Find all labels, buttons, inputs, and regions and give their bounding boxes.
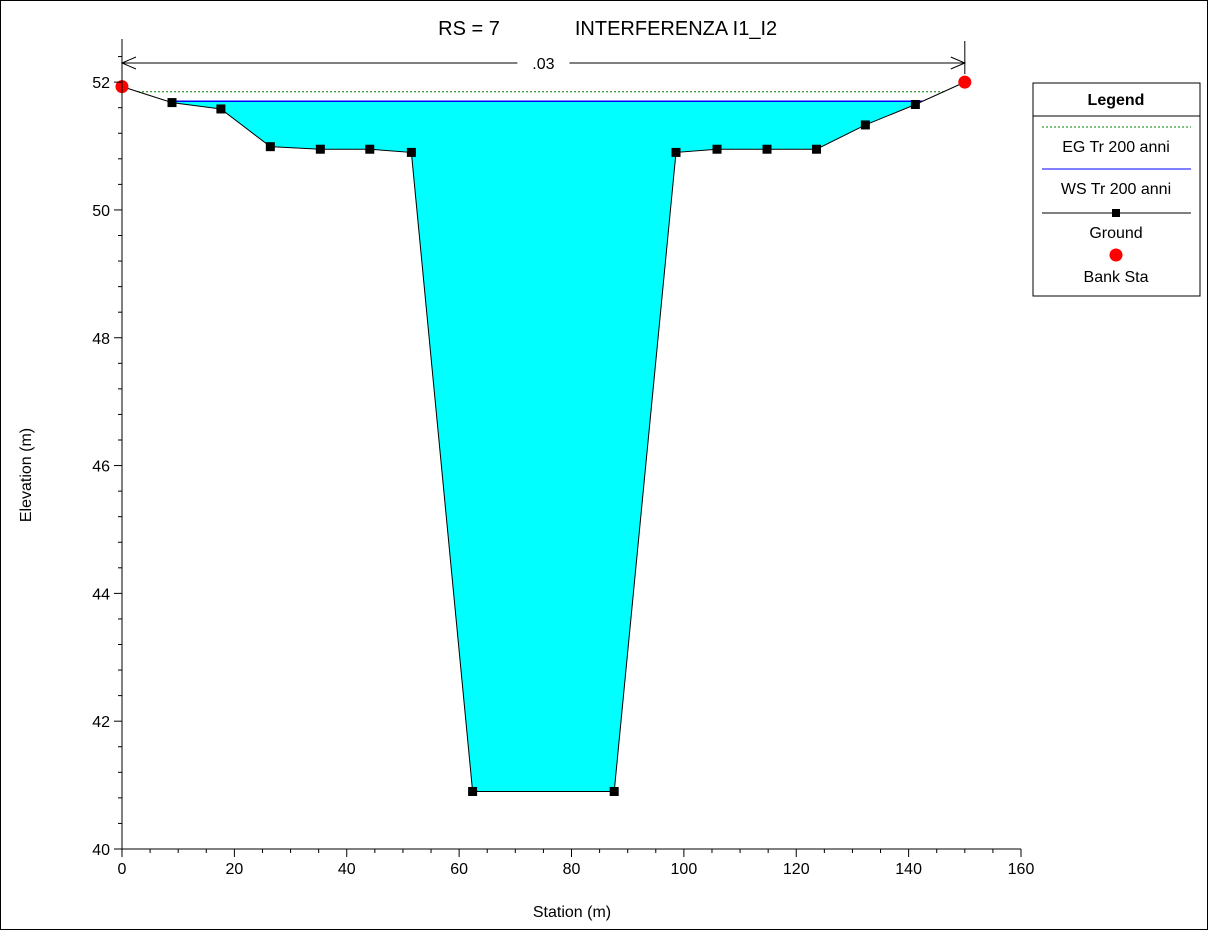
manning-arrow-right bbox=[950, 56, 967, 70]
water-fill bbox=[168, 101, 923, 792]
bank-sta-point bbox=[958, 75, 972, 89]
y-axis: 40 42 44 46 48 50 52 bbox=[92, 39, 123, 859]
ground-point-marker bbox=[811, 144, 821, 154]
legend-bank-marker bbox=[1109, 248, 1123, 262]
y-tick-label: 42 bbox=[92, 714, 110, 731]
bank-stations bbox=[115, 75, 972, 94]
legend-ws-label: WS Tr 200 anni bbox=[1061, 181, 1171, 198]
x-tick-label: 160 bbox=[1008, 861, 1035, 878]
x-tick-label: 140 bbox=[895, 861, 922, 878]
manning-n-value: .03 bbox=[532, 56, 554, 73]
y-axis-label: Elevation (m) bbox=[18, 428, 35, 522]
y-tick-label: 40 bbox=[92, 842, 110, 859]
ground-profile bbox=[121, 81, 966, 796]
legend-ground-label: Ground bbox=[1089, 225, 1142, 242]
ground-point-marker bbox=[406, 147, 416, 157]
x-tick-label: 60 bbox=[450, 861, 468, 878]
legend-title: Legend bbox=[1088, 92, 1145, 109]
manning-n-indicator: .03 bbox=[120, 41, 967, 79]
ground-point-marker bbox=[315, 144, 325, 154]
y-tick-label: 52 bbox=[92, 75, 110, 92]
x-tick-label: 120 bbox=[783, 861, 810, 878]
chart-title-name: INTERFERENZA I1_I2 bbox=[575, 18, 777, 40]
legend-bank-label: Bank Sta bbox=[1084, 269, 1149, 286]
x-axis-label: Station (m) bbox=[533, 904, 611, 921]
water-area bbox=[168, 101, 923, 792]
ground-point-marker bbox=[910, 99, 920, 109]
y-tick-label: 44 bbox=[92, 586, 110, 603]
ground-point-marker bbox=[216, 104, 226, 114]
ground-point-marker bbox=[762, 144, 772, 154]
ground-point-marker bbox=[167, 98, 177, 108]
ground-line bbox=[121, 81, 966, 792]
ground-point-marker bbox=[609, 786, 619, 796]
y-tick-label: 48 bbox=[92, 331, 110, 348]
x-tick-label: 40 bbox=[338, 861, 356, 878]
ground-point-marker bbox=[671, 147, 681, 157]
ground-point-marker bbox=[468, 786, 478, 796]
x-axis: 0 20 40 60 80 100 120 140 160 bbox=[118, 848, 1035, 878]
x-tick-label: 80 bbox=[563, 861, 581, 878]
ground-point-marker bbox=[712, 144, 722, 154]
legend: Legend EG Tr 200 anni WS Tr 200 anni Gro… bbox=[1032, 82, 1201, 297]
legend-ground-marker bbox=[1112, 209, 1120, 217]
x-tick-label: 0 bbox=[118, 861, 127, 878]
ground-point-marker bbox=[265, 142, 275, 152]
x-tick-label: 20 bbox=[225, 861, 243, 878]
y-tick-label: 46 bbox=[92, 459, 110, 476]
legend-eg-label: EG Tr 200 anni bbox=[1062, 139, 1170, 156]
ground-point-marker bbox=[365, 144, 375, 154]
ground-point-marker bbox=[860, 120, 870, 130]
x-tick-label: 100 bbox=[671, 861, 698, 878]
chart-title-rs: RS = 7 bbox=[438, 18, 500, 40]
y-tick-label: 50 bbox=[92, 203, 110, 220]
